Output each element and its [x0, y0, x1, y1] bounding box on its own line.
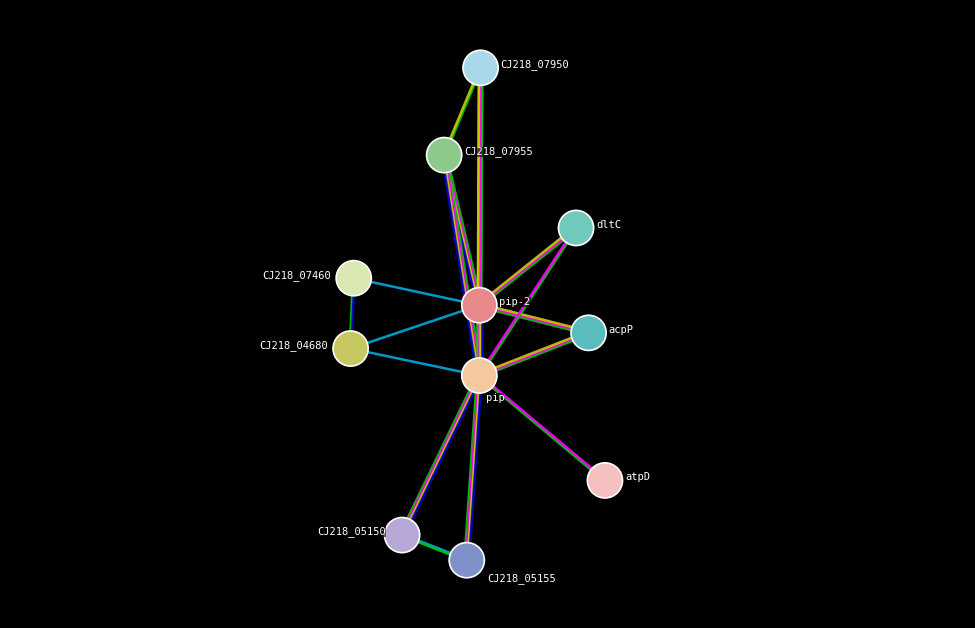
Text: atpD: atpD — [625, 472, 650, 482]
Circle shape — [336, 261, 371, 296]
Circle shape — [559, 210, 594, 246]
Text: dltC: dltC — [596, 220, 621, 230]
Circle shape — [462, 358, 497, 393]
Text: CJ218_07950: CJ218_07950 — [501, 59, 569, 70]
Text: CJ218_07955: CJ218_07955 — [464, 146, 533, 158]
Text: CJ218_07460: CJ218_07460 — [262, 269, 332, 281]
Text: pip-2: pip-2 — [499, 297, 530, 307]
Text: pip: pip — [486, 392, 504, 403]
Text: CJ218_05155: CJ218_05155 — [487, 573, 556, 585]
Text: CJ218_05150: CJ218_05150 — [317, 526, 386, 538]
Circle shape — [571, 315, 606, 350]
Text: acpP: acpP — [608, 325, 634, 335]
Circle shape — [384, 517, 419, 553]
Circle shape — [427, 138, 462, 173]
Circle shape — [587, 463, 622, 498]
Circle shape — [462, 288, 497, 323]
Text: CJ218_04680: CJ218_04680 — [259, 340, 329, 351]
Circle shape — [333, 331, 369, 366]
Circle shape — [449, 543, 485, 578]
Circle shape — [463, 50, 498, 85]
